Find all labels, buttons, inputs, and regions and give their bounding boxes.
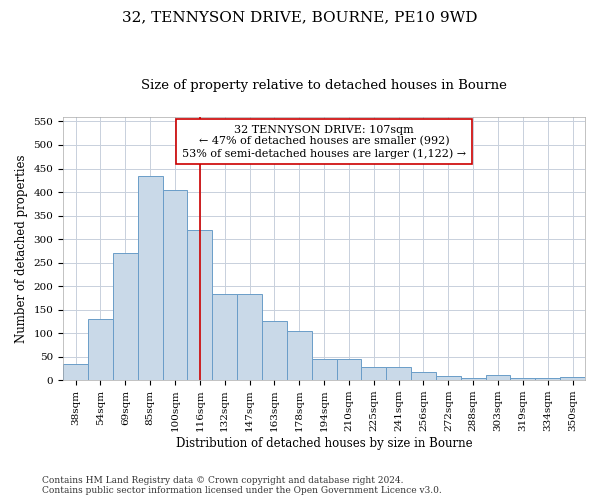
Bar (337, 359, 361, 380)
Bar (287, 330, 311, 380)
Bar (411, 372, 436, 380)
Bar (386, 367, 411, 380)
Title: Size of property relative to detached houses in Bourne: Size of property relative to detached ho… (141, 79, 507, 92)
Bar (311, 359, 337, 380)
Bar (187, 230, 212, 380)
Bar (361, 367, 386, 380)
Bar (485, 376, 511, 380)
Text: 32 TENNYSON DRIVE: 107sqm
← 47% of detached houses are smaller (992)
53% of semi: 32 TENNYSON DRIVE: 107sqm ← 47% of detac… (182, 124, 466, 159)
Bar (511, 378, 535, 380)
Bar (63, 364, 88, 380)
Bar (461, 378, 485, 380)
Y-axis label: Number of detached properties: Number of detached properties (15, 154, 28, 342)
Bar (237, 294, 262, 380)
Bar (262, 322, 287, 380)
Bar (113, 253, 138, 380)
X-axis label: Distribution of detached houses by size in Bourne: Distribution of detached houses by size … (176, 437, 472, 450)
Bar (212, 294, 237, 380)
Bar (138, 176, 163, 380)
Bar (436, 376, 461, 380)
Text: 32, TENNYSON DRIVE, BOURNE, PE10 9WD: 32, TENNYSON DRIVE, BOURNE, PE10 9WD (122, 10, 478, 24)
Text: Contains HM Land Registry data © Crown copyright and database right 2024.
Contai: Contains HM Land Registry data © Crown c… (42, 476, 442, 495)
Bar (560, 378, 585, 380)
Bar (163, 190, 187, 380)
Bar (535, 378, 560, 380)
Bar (88, 319, 113, 380)
